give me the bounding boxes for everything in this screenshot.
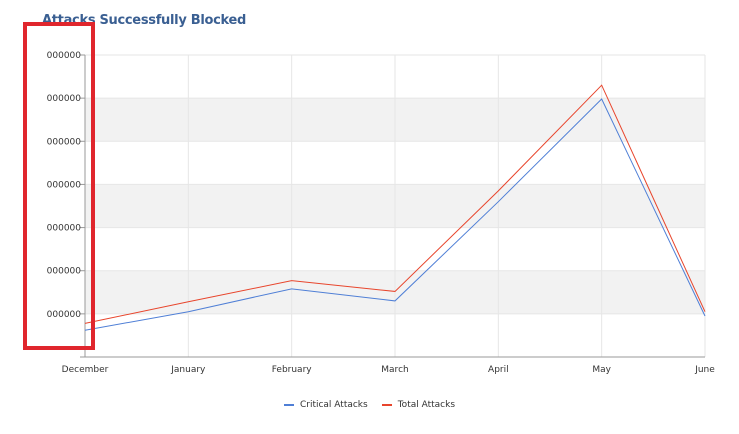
y-tick-label: 000000 [47, 224, 82, 234]
y-tick-label: 000000 [47, 137, 82, 147]
x-tick-label: May [592, 365, 611, 375]
y-tick-labels: 000000 000000 000000 000000 000000 000000 0000… [47, 51, 82, 320]
legend: Critical Attacks Total Attacks [0, 400, 739, 410]
legend-label-total: Total Attacks [397, 400, 456, 410]
y-tick-label: 000000 [47, 180, 82, 190]
highlight-box [23, 22, 95, 350]
x-tick-label: January [170, 365, 206, 375]
axes [80, 54, 705, 358]
y-tick-label: 000000 [47, 267, 82, 277]
legend-label-critical: Critical Attacks [299, 400, 368, 410]
y-tick-label: 000000 [47, 51, 82, 61]
series-line-1 [84, 84, 706, 324]
x-tick-label: December [62, 365, 109, 375]
y-tick-label: 000000 [47, 310, 82, 320]
legend-entry-critical[interactable]: Critical Attacks [283, 400, 368, 410]
horizontal-gridlines [85, 54, 705, 315]
x-tick-labels: December January February March April May June [62, 365, 716, 375]
vertical-gridlines [187, 55, 706, 357]
legend-swatch-total [381, 404, 392, 406]
x-tick-label: April [488, 365, 509, 375]
x-tick-label: June [694, 365, 715, 375]
x-tick-label: February [272, 365, 313, 375]
x-tick-label: March [381, 365, 408, 375]
legend-swatch-critical [283, 404, 294, 406]
series-lines [84, 84, 706, 331]
series-line-0 [84, 98, 706, 331]
legend-entry-total[interactable]: Total Attacks [381, 400, 456, 410]
y-tick-label: 000000 [47, 94, 82, 104]
